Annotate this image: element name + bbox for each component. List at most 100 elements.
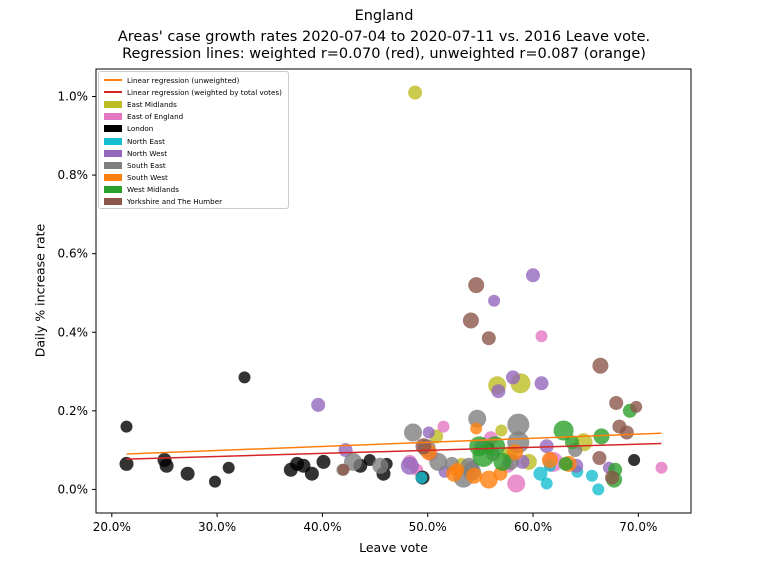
point-london-1 [119,456,134,471]
point-east-midlands-0 [408,85,423,100]
point-east-of-england-0 [535,330,548,343]
point-north-west-1 [488,294,501,307]
legend-label: Yorkshire and The Humber [127,197,223,207]
point-south-west-3 [466,467,483,484]
legend-label: South East [127,160,166,170]
point-east-of-england-1 [437,420,450,433]
point-yorkshire-and-the-humber-9 [605,470,619,485]
legend-color-swatch [104,186,122,194]
point-north-west-3 [506,370,520,385]
data-points [119,85,668,496]
x-tick-label: 30.0% [198,520,236,534]
regression-line-weighted [126,442,662,460]
legend-color-swatch [104,174,122,182]
legend-color-swatch [104,149,122,157]
point-yorkshire-and-the-humber-4 [609,396,624,410]
point-west-midlands-0 [553,420,574,441]
point-west-midlands-7 [493,452,512,471]
x-tick-label: 50.0% [409,520,447,534]
legend-item-london: London [104,123,283,135]
point-london-4 [180,466,195,481]
legend-line-swatch [104,79,122,82]
regression-line-unweighted [126,432,662,455]
point-west-midlands-9 [485,436,506,457]
point-east-of-england-3 [655,461,668,474]
y-tick-label: 0.4% [58,325,89,339]
point-north-east-1 [533,466,548,481]
y-axis-label: Daily % increase rate [32,223,48,358]
point-yorkshire-and-the-humber-1 [462,312,479,329]
point-south-east-1 [468,409,487,428]
legend-item-west-midlands: West Midlands [104,184,283,196]
legend-item-north-west: North West [104,147,283,159]
point-london-0 [120,420,133,433]
point-london-14 [363,454,376,466]
point-south-east-0 [404,423,422,442]
legend-label: North East [127,136,165,146]
point-south-east-7 [372,457,389,474]
legend-item-east-midlands: East Midlands [104,98,283,110]
point-north-east-5 [592,483,605,496]
point-north-east-2 [540,477,553,490]
legend-label: Linear regression (weighted by total vot… [127,87,282,97]
x-tick-label: 20.0% [93,520,131,534]
chart-subtitle-regression: Regression lines: weighted r=0.070 (red)… [122,46,646,62]
point-yorkshire-and-the-humber-8 [592,451,607,465]
x-axis: 20.0% 30.0% 40.0% 50.0% 60.0% 70.0% [93,513,657,534]
y-tick-label: 0.8% [58,168,89,182]
legend-item-south-west: South West [104,172,283,184]
point-north-east-0 [415,471,428,484]
legend: Linear regression (unweighted) Linear reg… [98,71,289,209]
chart-title: England [354,8,414,24]
y-axis: 0.0% 0.2% 0.4% 0.6% 0.8% 1.0% [58,90,96,496]
legend-color-swatch [104,137,122,145]
point-yorkshire-and-the-humber-7 [619,425,634,440]
legend-color-swatch [104,198,122,206]
legend-line-swatch [104,91,122,94]
point-north-west-8 [400,456,419,475]
point-east-of-england-4 [507,474,526,493]
x-tick-label: 70.0% [619,520,657,534]
legend-label: London [127,124,154,134]
legend-item-yorkshire-and-the-humber: Yorkshire and The Humber [104,196,283,208]
legend-item-regression-unweighted: Linear regression (unweighted) [104,74,283,86]
point-south-east-8 [344,452,362,471]
point-north-west-2 [526,268,540,283]
legend-color-swatch [104,100,122,108]
point-east-midlands-4 [495,424,508,437]
legend-item-north-east: North East [104,135,283,147]
point-north-west-5 [534,376,549,391]
point-north-west-0 [311,397,326,412]
legend-color-swatch [104,161,122,169]
legend-color-swatch [104,113,122,121]
y-tick-label: 0.0% [58,482,89,496]
legend-label: West Midlands [127,185,179,195]
point-yorkshire-and-the-humber-2 [481,331,496,346]
point-west-midlands-8 [558,456,573,471]
x-tick-label: 40.0% [303,520,341,534]
point-london-7 [238,371,251,384]
point-north-west-6 [338,443,353,458]
legend-label: Linear regression (unweighted) [127,75,240,85]
legend-label: East Midlands [127,99,177,109]
point-yorkshire-and-the-humber-10 [337,463,350,476]
chart-subtitle: Areas' case growth rates 2020-07-04 to 2… [117,29,651,45]
legend-item-east-of-england: East of England [104,111,283,123]
point-london-5 [209,475,221,488]
point-south-east-2 [507,413,530,436]
point-london-3 [159,458,174,473]
legend-item-regression-weighted: Linear regression (weighted by total vot… [104,86,283,98]
point-west-midlands-1 [593,428,610,445]
point-yorkshire-and-the-humber-11 [415,438,432,455]
regression-lines [126,432,662,460]
point-south-west-7 [450,462,465,477]
point-yorkshire-and-the-humber-0 [468,277,485,294]
point-south-west-0 [470,422,483,435]
legend-item-south-east: South East [104,159,283,171]
point-north-west-7 [422,426,435,439]
point-london-11 [304,466,319,481]
legend-label: North West [127,148,168,158]
point-north-east-4 [586,469,598,482]
y-tick-label: 1.0% [58,90,89,104]
